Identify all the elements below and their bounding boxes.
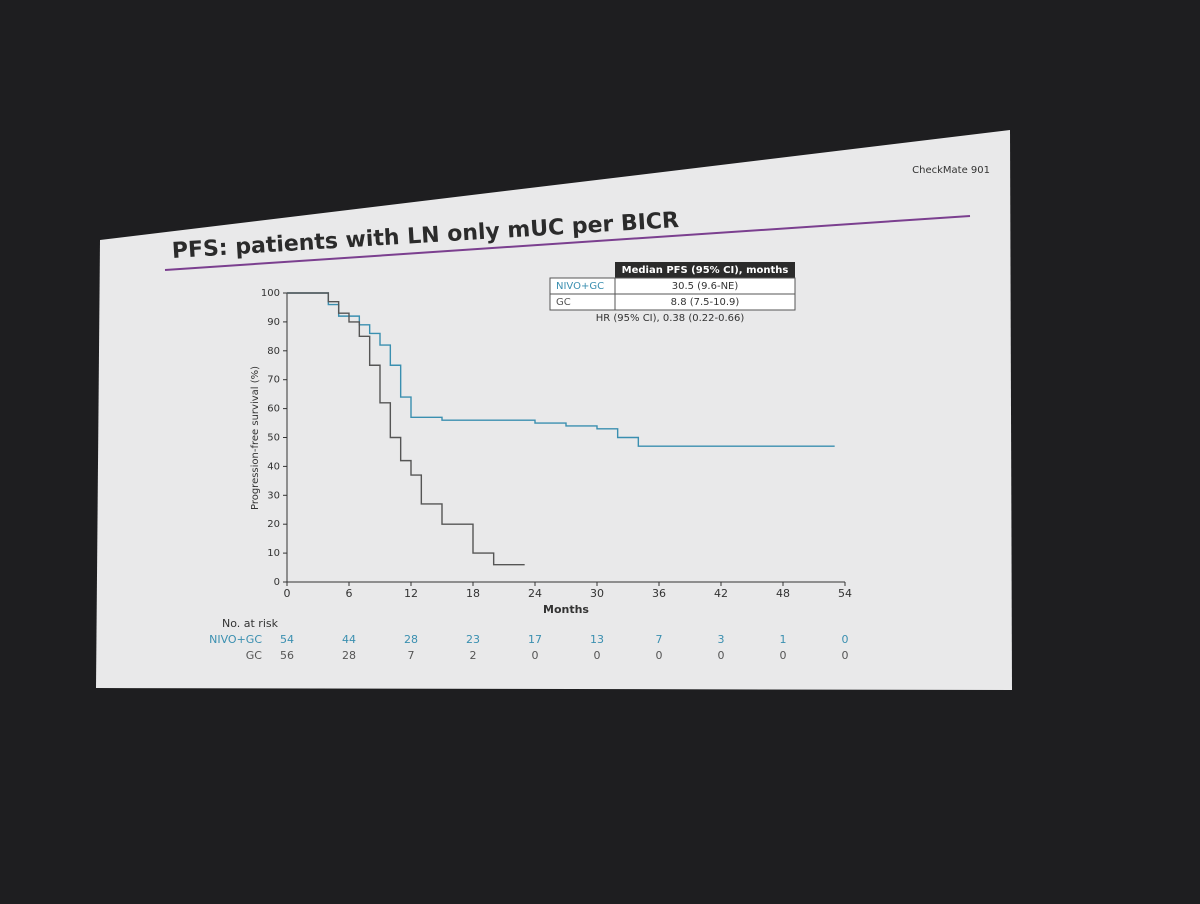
y-tick-label: 50 bbox=[267, 433, 280, 444]
x-tick-label: 48 bbox=[776, 587, 790, 600]
table-arm: GC bbox=[556, 297, 571, 308]
risk-count: 28 bbox=[342, 649, 356, 662]
risk-count: 54 bbox=[280, 633, 294, 646]
risk-count: 44 bbox=[342, 633, 356, 646]
table-value: 30.5 (9.6-NE) bbox=[672, 281, 739, 292]
x-tick-label: 54 bbox=[838, 587, 852, 600]
risk-arm: NIVO+GC bbox=[209, 633, 262, 646]
y-tick-label: 60 bbox=[267, 404, 280, 415]
y-tick-label: 20 bbox=[267, 519, 280, 530]
risk-count: 23 bbox=[466, 633, 480, 646]
table-value: 8.8 (7.5-10.9) bbox=[671, 297, 740, 308]
y-tick-label: 10 bbox=[267, 548, 280, 559]
risk-count: 0 bbox=[780, 649, 787, 662]
table-header-bg bbox=[615, 262, 795, 278]
table-arm: NIVO+GC bbox=[556, 281, 604, 292]
corner-label: CheckMate 901 bbox=[912, 165, 990, 176]
title-rule bbox=[164, 215, 971, 271]
risk-count: 13 bbox=[590, 633, 604, 646]
x-tick-label: 6 bbox=[346, 587, 353, 600]
x-tick-label: 18 bbox=[466, 587, 480, 600]
risk-count: 0 bbox=[718, 649, 725, 662]
x-tick-label: 12 bbox=[404, 587, 418, 600]
table-row bbox=[549, 293, 796, 311]
y-tick-label: 80 bbox=[267, 346, 280, 357]
y-tick-label: 70 bbox=[267, 375, 280, 386]
x-axis-label: Months bbox=[543, 603, 589, 616]
survival-curve bbox=[287, 292, 835, 447]
table-footnote: HR (95% CI), 0.38 (0.22-0.66) bbox=[596, 313, 745, 324]
y-tick-label: 100 bbox=[261, 288, 280, 299]
risk-count: 17 bbox=[528, 633, 542, 646]
x-tick-label: 42 bbox=[714, 587, 728, 600]
table-header: Median PFS (95% CI), months bbox=[622, 265, 789, 276]
x-tick-label: 0 bbox=[284, 587, 291, 600]
risk-count: 0 bbox=[594, 649, 601, 662]
risk-count: 2 bbox=[470, 649, 477, 662]
x-tick-label: 24 bbox=[528, 587, 542, 600]
y-tick-label: 30 bbox=[267, 490, 280, 501]
risk-count: 1 bbox=[780, 633, 787, 646]
y-tick-label: 0 bbox=[274, 577, 280, 588]
risk-count: 0 bbox=[656, 649, 663, 662]
risk-count: 0 bbox=[842, 633, 849, 646]
risk-count: 0 bbox=[532, 649, 539, 662]
survival-curve bbox=[287, 292, 525, 566]
y-axis-label: Progression-free survival (%) bbox=[250, 366, 261, 510]
risk-count: 3 bbox=[718, 633, 725, 646]
risk-arm: GC bbox=[246, 649, 263, 662]
risk-count: 7 bbox=[656, 633, 663, 646]
risk-title: No. at risk bbox=[222, 617, 279, 630]
risk-count: 28 bbox=[404, 633, 418, 646]
y-tick-label: 90 bbox=[267, 317, 280, 328]
risk-count: 56 bbox=[280, 649, 294, 662]
y-tick-label: 40 bbox=[267, 461, 280, 472]
x-tick-label: 36 bbox=[652, 587, 666, 600]
risk-count: 7 bbox=[408, 649, 415, 662]
risk-count: 0 bbox=[842, 649, 849, 662]
x-tick-label: 30 bbox=[590, 587, 604, 600]
